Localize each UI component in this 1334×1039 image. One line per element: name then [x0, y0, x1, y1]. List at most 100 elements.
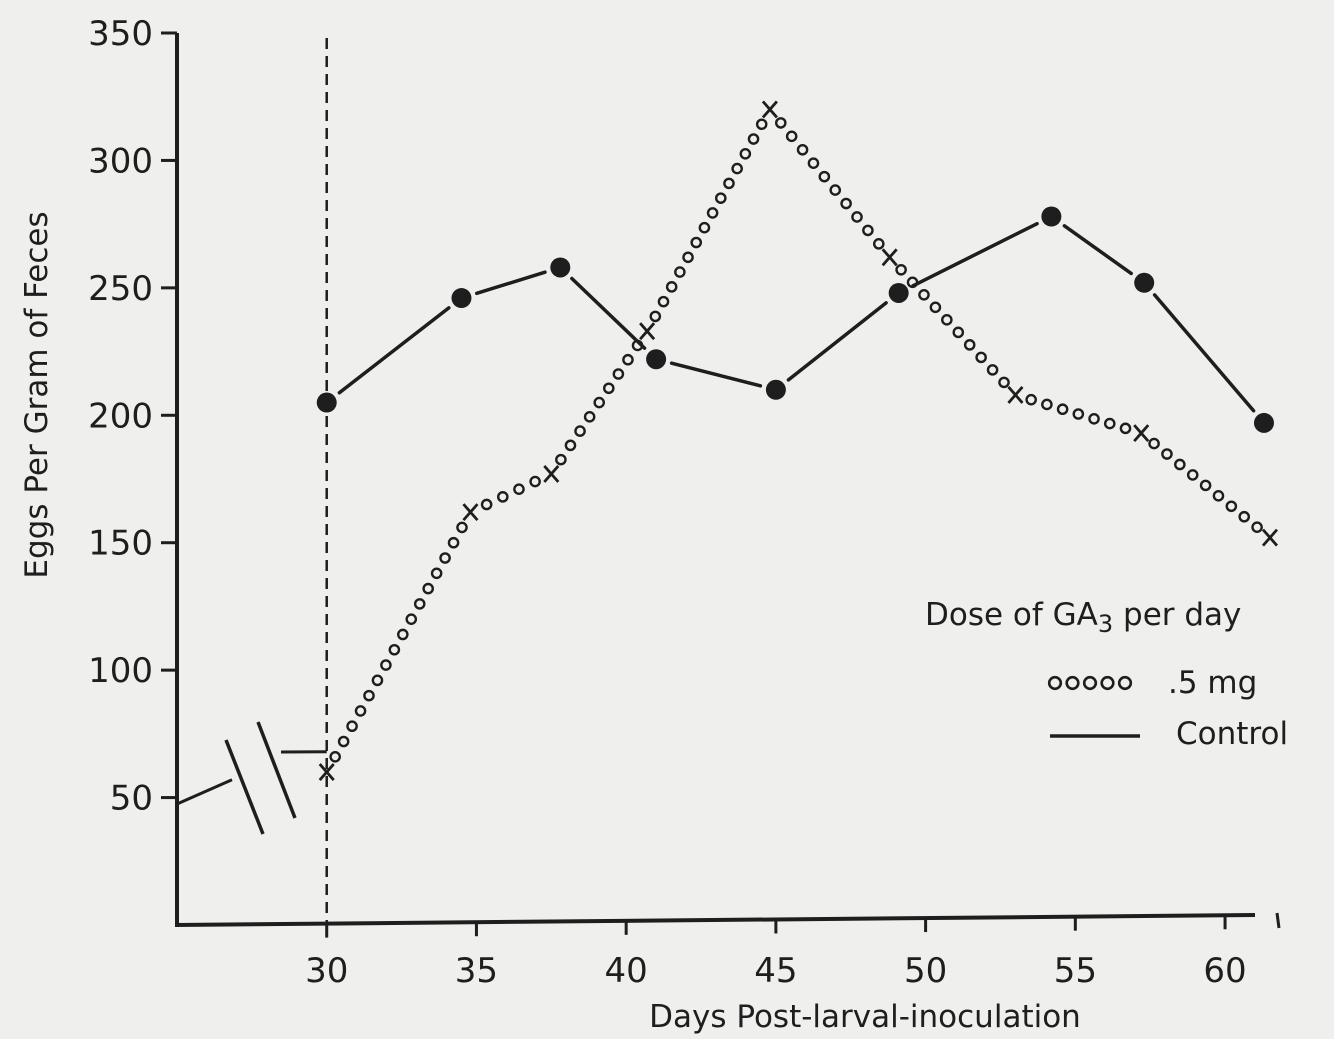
control-series-point [1041, 206, 1062, 227]
y-tick-label: 150 [88, 524, 153, 564]
x-tick-label: 30 [305, 951, 348, 991]
legend-title: Dose of GA3 per day [925, 597, 1241, 638]
dose-series-circle [1238, 510, 1251, 523]
dose-series-point [318, 763, 335, 782]
dose-series-circle [329, 750, 341, 763]
dose-series-point [462, 503, 479, 522]
dose-series-point [639, 322, 656, 341]
dose-series-circle [674, 266, 686, 278]
control-series-segment [1062, 224, 1133, 276]
dose-series-circle [851, 211, 863, 223]
dose-series-circle [1161, 448, 1173, 460]
dose-series-circle [785, 130, 798, 143]
y-axis-title: Eggs Per Gram of Feces [19, 211, 55, 578]
dose-series-circle [346, 720, 358, 733]
dose-series-circle [380, 659, 392, 671]
dose-series-circle [583, 411, 596, 423]
dose-series-circle [1088, 412, 1100, 425]
dose-series-circle [657, 295, 670, 308]
control-series-point [1253, 412, 1274, 433]
y-tick-label: 50 [110, 779, 153, 819]
x-axis-title: Days Post-larval-inoculation [649, 999, 1081, 1035]
x-tick-label: 35 [455, 951, 498, 991]
dose-series-point [1007, 385, 1024, 404]
dose-series-circle [371, 674, 384, 687]
control-series-point [316, 392, 337, 413]
control-series-segment [911, 221, 1039, 288]
dose-series-circle [422, 582, 434, 595]
control-series-segment [475, 270, 547, 296]
dose-series-circle [439, 552, 451, 564]
dose-series-circle [1174, 458, 1186, 471]
dose-series-circle [1103, 417, 1116, 430]
dose-series-circle [555, 453, 567, 466]
dose-series-point [543, 464, 560, 483]
dose-series-point [761, 100, 778, 119]
x-tick-label: 40 [605, 951, 648, 991]
control-series-point [888, 282, 909, 303]
axis-ticks: 50 100 150 200 250 300 350 30 35 40 45 50 55 60 [88, 14, 1247, 991]
dose-series-circle [413, 598, 426, 610]
x-tick-label: 45 [754, 951, 797, 991]
dose-series-circle [1072, 408, 1085, 420]
dose-series-circle [818, 170, 831, 183]
y-tick-label: 200 [88, 396, 153, 436]
axes [174, 33, 1281, 929]
dose-series-point [881, 248, 898, 267]
legend: Dose of GA3 per day .5 mg Control [925, 597, 1288, 752]
legend-symbol-dose [1047, 675, 1133, 691]
dose-series-circle [665, 281, 678, 293]
dose-series-circle [456, 521, 468, 534]
dose-series-circle [840, 197, 852, 210]
control-series-point [646, 349, 667, 370]
y-tick-label: 100 [88, 651, 153, 691]
dose-series-circle [807, 157, 820, 170]
dose-series-circle [612, 368, 625, 380]
dose-series-circle [593, 396, 606, 409]
dose-series-circle [1199, 479, 1212, 492]
control-series-segment [786, 301, 888, 382]
legend-circle [1047, 675, 1063, 691]
dose-series-circle [354, 705, 367, 717]
dose-series-circle [895, 263, 907, 276]
dose-series-circle [622, 353, 634, 366]
legend-label-dose: .5 mg [1168, 665, 1257, 701]
legend-circle [1082, 675, 1098, 691]
dose-series-circle [430, 567, 443, 580]
legend-label-control: Control [1176, 716, 1288, 752]
dose-series-circle [1119, 422, 1132, 435]
dose-series-circle [337, 735, 350, 748]
dose-series-circle [1251, 521, 1263, 533]
dose-series-circle [862, 224, 874, 237]
dose-series-circle [731, 162, 743, 175]
x-tick-label: 55 [1054, 951, 1097, 991]
control-series-point [1134, 272, 1155, 293]
dose-series-circle [1225, 500, 1238, 513]
control-series-segment [1152, 293, 1256, 413]
control-series-point [451, 288, 472, 309]
y-tick-label: 350 [88, 14, 153, 54]
dose-series-circle [363, 689, 375, 702]
dose-series-circle [564, 439, 577, 452]
dose-series-circle [698, 221, 711, 234]
axis-break-segment [176, 778, 233, 806]
legend-circle [1117, 675, 1133, 691]
dose-series-circle [496, 491, 509, 503]
dose-series-circle [796, 143, 809, 156]
dose-series-circle [747, 133, 760, 145]
dose-series-circle [774, 117, 787, 129]
dose-series-circle [929, 301, 942, 314]
x-tick-label: 50 [904, 951, 947, 991]
dose-series-circle [941, 314, 953, 326]
dose-series-circle [405, 613, 418, 625]
dose-series-circle [714, 192, 727, 204]
control-series-point [765, 379, 786, 400]
dose-series-circle [986, 364, 999, 376]
dose-series-circle [682, 251, 694, 264]
dose-series-circle [952, 326, 965, 339]
dose-series-circle [690, 236, 703, 249]
dose-series-circle [975, 351, 987, 364]
y-tick-label: 300 [88, 141, 153, 181]
dose-series-circle [1041, 398, 1053, 411]
